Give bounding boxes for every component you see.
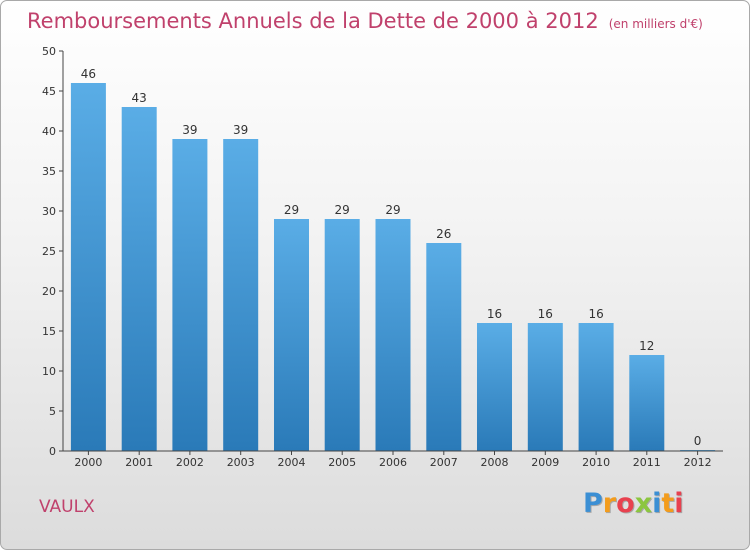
bar-2001 (121, 107, 157, 451)
logo-letter: i (652, 488, 662, 519)
value-label-2000: 46 (81, 67, 96, 81)
x-tick-label-2002: 2002 (176, 456, 204, 469)
bar-2000 (70, 83, 106, 451)
y-tick-label-45: 45 (42, 85, 56, 98)
x-tick-label-2000: 2000 (74, 456, 102, 469)
bar-2011 (629, 355, 665, 451)
x-tick-label-2007: 2007 (430, 456, 458, 469)
bar-2006 (375, 219, 411, 451)
value-label-2009: 16 (538, 307, 553, 321)
y-tick-label-5: 5 (49, 405, 56, 418)
commune-name: VAULX (39, 497, 95, 517)
value-label-2002: 39 (182, 123, 197, 137)
y-tick-label-30: 30 (42, 205, 56, 218)
bar-2002 (172, 139, 208, 451)
y-tick-label-15: 15 (42, 325, 56, 338)
value-label-2004: 29 (284, 203, 299, 217)
y-tick-label-0: 0 (49, 445, 56, 458)
x-tick-label-2008: 2008 (481, 456, 509, 469)
logo-letter: t (661, 488, 675, 519)
logo-letter: x (634, 488, 653, 519)
value-label-2001: 43 (132, 91, 147, 105)
proxiti-logo[interactable]: Proxiti (583, 488, 684, 519)
value-label-2010: 16 (588, 307, 603, 321)
logo-letter: i (674, 488, 684, 519)
value-label-2011: 12 (639, 339, 654, 353)
x-tick-label-2003: 2003 (227, 456, 255, 469)
bar-2003 (223, 139, 259, 451)
y-tick-label-35: 35 (42, 165, 56, 178)
x-tick-label-2012: 2012 (684, 456, 712, 469)
value-label-2012: 0 (694, 434, 702, 448)
y-tick-label-25: 25 (42, 245, 56, 258)
bar-2005 (324, 219, 360, 451)
logo-letter: r (602, 488, 617, 519)
axes-group: 2000 2001 2002 2003 2004 2005 2006 2007 2008 2009… (42, 45, 723, 469)
x-tick-label-2009: 2009 (531, 456, 559, 469)
x-tick-label-2010: 2010 (582, 456, 610, 469)
chart-title: Remboursements Annuels de la Dette de 20… (27, 9, 703, 33)
y-tick-label-20: 20 (42, 285, 56, 298)
bar-2010 (578, 323, 614, 451)
value-label-2008: 16 (487, 307, 502, 321)
value-label-2007: 26 (436, 227, 451, 241)
logo-letter: P (583, 488, 603, 519)
x-tick-label-2004: 2004 (278, 456, 306, 469)
bar-2007 (426, 243, 462, 451)
value-label-2005: 29 (335, 203, 350, 217)
bar-2009 (527, 323, 563, 451)
x-tick-label-2011: 2011 (633, 456, 661, 469)
y-tick-label-50: 50 (42, 45, 56, 58)
x-tick-label-2001: 2001 (125, 456, 153, 469)
value-label-2003: 39 (233, 123, 248, 137)
title-text: Remboursements Annuels de la Dette de 20… (27, 9, 599, 33)
value-label-2006: 29 (385, 203, 400, 217)
y-tick-label-10: 10 (42, 365, 56, 378)
y-tick-label-40: 40 (42, 125, 56, 138)
bar-2008 (477, 323, 512, 451)
bars-group: 46 43 39 39 29 29 29 26 16 16 16 12 0 (70, 67, 716, 451)
logo-letter: o (616, 488, 635, 519)
chart-subtitle: (en milliers d'€) (608, 17, 703, 31)
x-tick-label-2005: 2005 (328, 456, 356, 469)
x-tick-label-2006: 2006 (379, 456, 407, 469)
bar-2004 (274, 219, 309, 451)
